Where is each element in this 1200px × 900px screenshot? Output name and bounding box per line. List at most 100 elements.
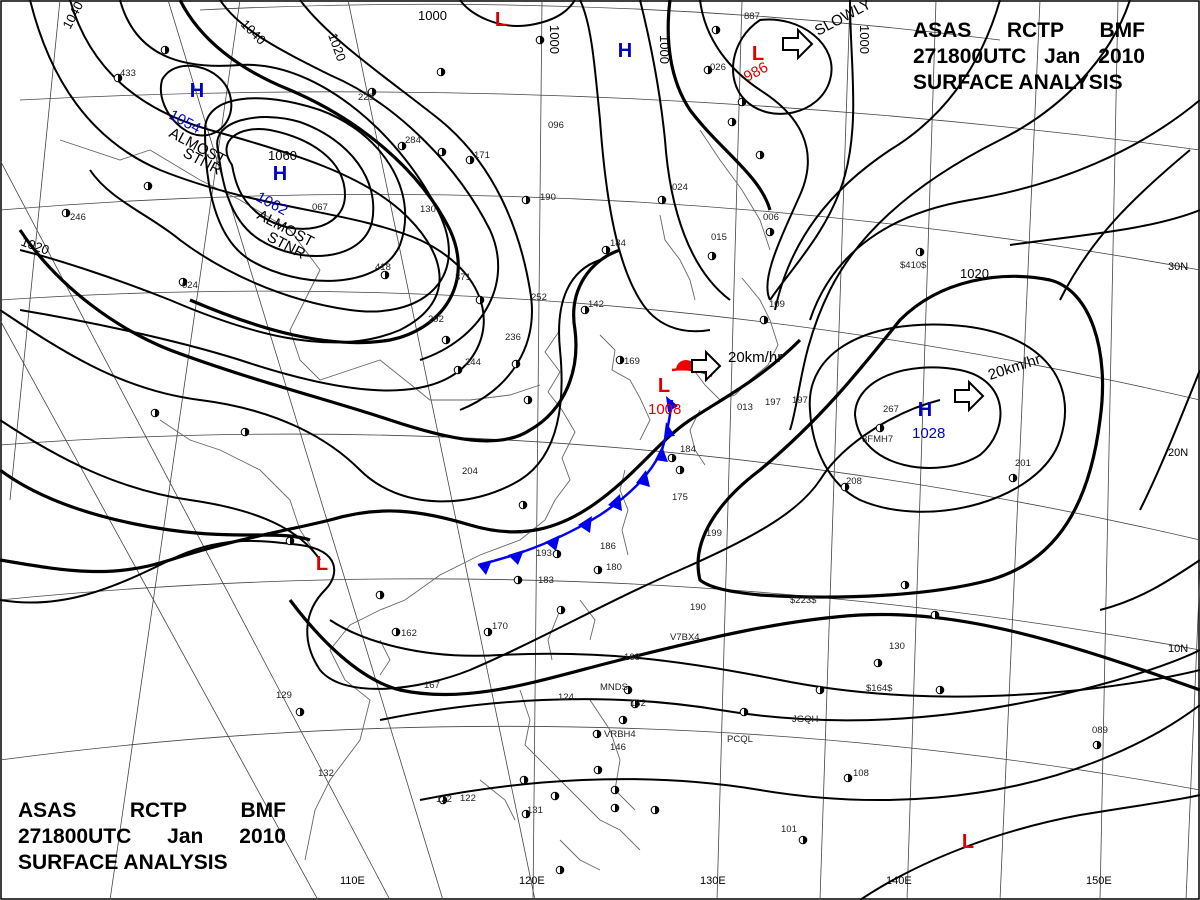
station-cloud-cover (803, 836, 807, 844)
low-pressure-label: L (962, 831, 974, 853)
isobar-label: 1020 (960, 266, 989, 281)
low-pressure-label: L (316, 553, 328, 575)
station-pressure-value: 197 (792, 395, 808, 406)
station-cloud-cover (1097, 741, 1101, 749)
title-office: BMF (240, 799, 287, 822)
longitude-label: 120E (519, 875, 545, 887)
station-cloud-cover (848, 774, 852, 782)
title-block-bottom-left: ASAS RCTP BMF 271800UTC Jan 2010 SURFACE… (18, 798, 286, 876)
station-cloud-cover (524, 776, 528, 784)
station-cloud-cover (845, 483, 849, 491)
center-pressure-value: 1008 (648, 401, 681, 418)
title-product: SURFACE ANALYSIS (913, 71, 1123, 94)
station-pressure-value: 108 (853, 768, 869, 779)
isobar-label: 1000 (547, 25, 562, 54)
station-cloud-cover (148, 182, 152, 190)
station-cloud-cover (557, 550, 561, 558)
station-pressure-value: 418 (375, 262, 391, 273)
station-pressure-value: 180 (606, 562, 622, 573)
station-pressure-value: 013 (737, 402, 753, 413)
station-cloud-cover (183, 278, 187, 286)
station-cloud-cover (526, 196, 530, 204)
station-cloud-cover (540, 36, 544, 44)
station-pressure-value: 193 (536, 548, 552, 559)
center-pressure-value: 1028 (912, 425, 945, 442)
station-pressure-value: 184 (680, 444, 696, 455)
station-cloud-cover (742, 98, 746, 106)
title-year: 2010 (239, 825, 286, 848)
station-pressure-value: 130 (889, 641, 905, 652)
title-block-top-right: ASAS RCTP BMF 271800UTC Jan 2010 SURFACE… (913, 18, 1145, 96)
isobar-label: 1000 (418, 8, 447, 23)
station-cloud-cover (518, 576, 522, 584)
station-cloud-cover (372, 88, 376, 96)
title-office: BMF (1099, 19, 1146, 42)
title-station: RCTP (1006, 19, 1065, 42)
station-cloud-cover (526, 810, 530, 818)
station-pressure-value: 175 (672, 492, 688, 503)
station-pressure-value: 122 (436, 794, 452, 805)
station-pressure-value: 169 (624, 356, 640, 367)
isobar-label: 1000 (857, 25, 872, 54)
motion-arrows (691, 27, 985, 413)
ship-callsign: $410$ (900, 260, 927, 271)
station-cloud-cover (441, 68, 445, 76)
station-pressure-value: 131 (527, 805, 543, 816)
station-cloud-cover (385, 271, 389, 279)
station-pressure-value: 142 (588, 299, 604, 310)
station-pressure-value: 130 (420, 204, 436, 215)
cold-front (477, 396, 678, 575)
title-agency: ASAS (18, 799, 77, 822)
station-pressure-value: 246 (70, 212, 86, 223)
station-cloud-cover (585, 306, 589, 314)
latitude-label: 10N (1168, 643, 1188, 655)
station-cloud-cover (606, 246, 610, 254)
station-pressure-value: 171 (474, 150, 490, 161)
high-pressure-label: H (618, 40, 632, 62)
station-cloud-cover (523, 501, 527, 509)
station-cloud-cover (635, 700, 639, 708)
station-cloud-cover (940, 686, 944, 694)
high-pressure-label: H (918, 399, 932, 421)
station-pressure-value: 371 (455, 272, 471, 283)
ship-callsign: V7BX4 (670, 632, 700, 643)
station-pressure-value: 015 (711, 232, 727, 243)
station-cloud-cover (470, 156, 474, 164)
latitude-label: 30N (1168, 261, 1188, 273)
station-cloud-cover (396, 628, 400, 636)
low-pressure-label: L (495, 9, 507, 31)
longitude-label: 140E (886, 875, 912, 887)
ship-callsign: 3FMH7 (862, 434, 893, 445)
ship-callsign: JGQH (792, 714, 819, 725)
isobars-thick (0, 0, 1200, 697)
station-cloud-cover (920, 248, 924, 256)
longitude-label: 110E (340, 875, 365, 887)
station-cloud-cover (598, 566, 602, 574)
station-cloud-cover (662, 196, 666, 204)
station-pressure-value: 132 (318, 768, 334, 779)
station-cloud-cover (561, 606, 565, 614)
station-cloud-cover (672, 454, 676, 462)
station-cloud-cover (528, 396, 532, 404)
latitude-label: 20N (1168, 447, 1188, 459)
center-motion-note: 20km/hr (728, 349, 782, 366)
title-agency: ASAS (913, 19, 972, 42)
station-cloud-cover (446, 336, 450, 344)
station-cloud-cover (615, 786, 619, 794)
title-product: SURFACE ANALYSIS (18, 851, 228, 874)
title-time: 271800UTC (18, 825, 132, 848)
station-cloud-cover (820, 686, 824, 694)
station-pressure-value: 887 (744, 11, 760, 22)
station-cloud-cover (935, 611, 939, 619)
station-cloud-cover (380, 591, 384, 599)
station-cloud-cover (760, 151, 764, 159)
station-cloud-cover (764, 316, 768, 324)
station-pressure-value: 204 (462, 466, 478, 477)
station-cloud-cover (458, 366, 462, 374)
station-cloud-cover (480, 296, 484, 304)
station-cloud-cover (878, 659, 882, 667)
station-pressure-value: 184 (610, 238, 626, 249)
station-cloud-cover (245, 428, 249, 436)
station-values: 433 229 284 171 096 067 130 418 371 190 184 252 142 2… (70, 11, 1108, 835)
